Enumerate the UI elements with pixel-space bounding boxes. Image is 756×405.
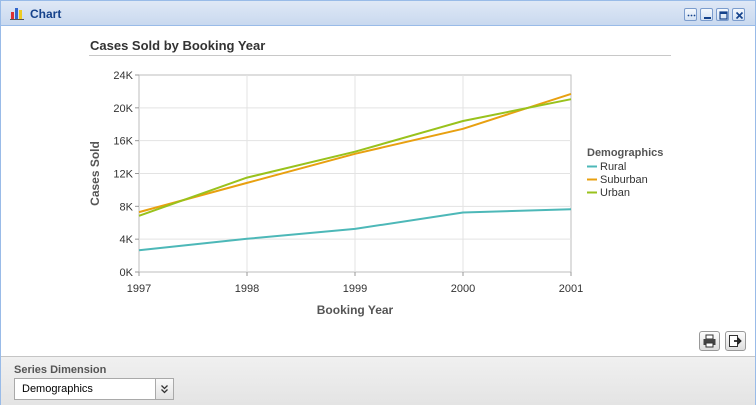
print-button[interactable] [699, 331, 720, 351]
legend-entry: Suburban [600, 174, 648, 186]
x-tick-label: 1999 [343, 283, 367, 295]
export-button[interactable] [725, 331, 746, 351]
x-tick-label: 2000 [451, 283, 475, 295]
chart-title: Cases Sold by Booking Year [90, 38, 266, 53]
series-dimension-bar: Series Dimension Demographics [1, 356, 755, 405]
minimize-icon [704, 17, 711, 19]
y-tick-label: 8K [120, 201, 134, 213]
close-icon [735, 11, 744, 20]
y-tick-label: 12K [113, 169, 133, 181]
close-button[interactable] [732, 8, 745, 21]
print-icon [703, 334, 716, 348]
y-tick-label: 24K [113, 70, 133, 82]
maximize-button[interactable] [716, 8, 729, 21]
y-tick-label: 4K [120, 234, 134, 246]
more-tool-icon [687, 14, 696, 17]
y-tick-label: 0K [120, 267, 134, 279]
series-dimension-label: Series Dimension [14, 364, 107, 376]
legend-entry: Rural [600, 161, 626, 173]
window-title: Chart [30, 7, 62, 21]
series-dimension-value: Demographics [22, 383, 93, 395]
legend-entry: Urban [600, 187, 630, 199]
series-line-suburban [138, 92, 572, 214]
export-icon [729, 335, 742, 347]
y-tick-label: 20K [113, 103, 133, 115]
minimize-button[interactable] [700, 8, 713, 21]
window-titlebar: Chart [1, 1, 755, 26]
series-line-urban [138, 98, 572, 217]
x-tick-label: 1997 [127, 283, 151, 295]
select-trigger[interactable] [155, 379, 173, 399]
line-chart: 0K 4K 8K 12K 16K 20K 24K 1997 1998 1999 2000 2001 Bo… [88, 70, 663, 317]
x-axis-label: Booking Year [317, 303, 394, 317]
y-axis-label: Cases Sold [88, 141, 102, 206]
legend-title: Demographics [587, 147, 663, 159]
x-tick-label: 1998 [235, 283, 259, 295]
bar-chart-icon [10, 8, 24, 20]
title-divider [89, 55, 671, 56]
series-dimension-select[interactable]: Demographics [14, 378, 174, 400]
more-tool-button[interactable] [684, 8, 697, 21]
maximize-icon [719, 11, 728, 20]
chart-panel: Cases Sold by Booking Year 0K 4K 8K 12K 16K 2… [1, 26, 755, 354]
double-chevron-down-icon [161, 385, 168, 394]
x-tick-label: 2001 [559, 283, 583, 295]
y-tick-label: 16K [113, 136, 133, 148]
series-line-rural [138, 208, 572, 252]
